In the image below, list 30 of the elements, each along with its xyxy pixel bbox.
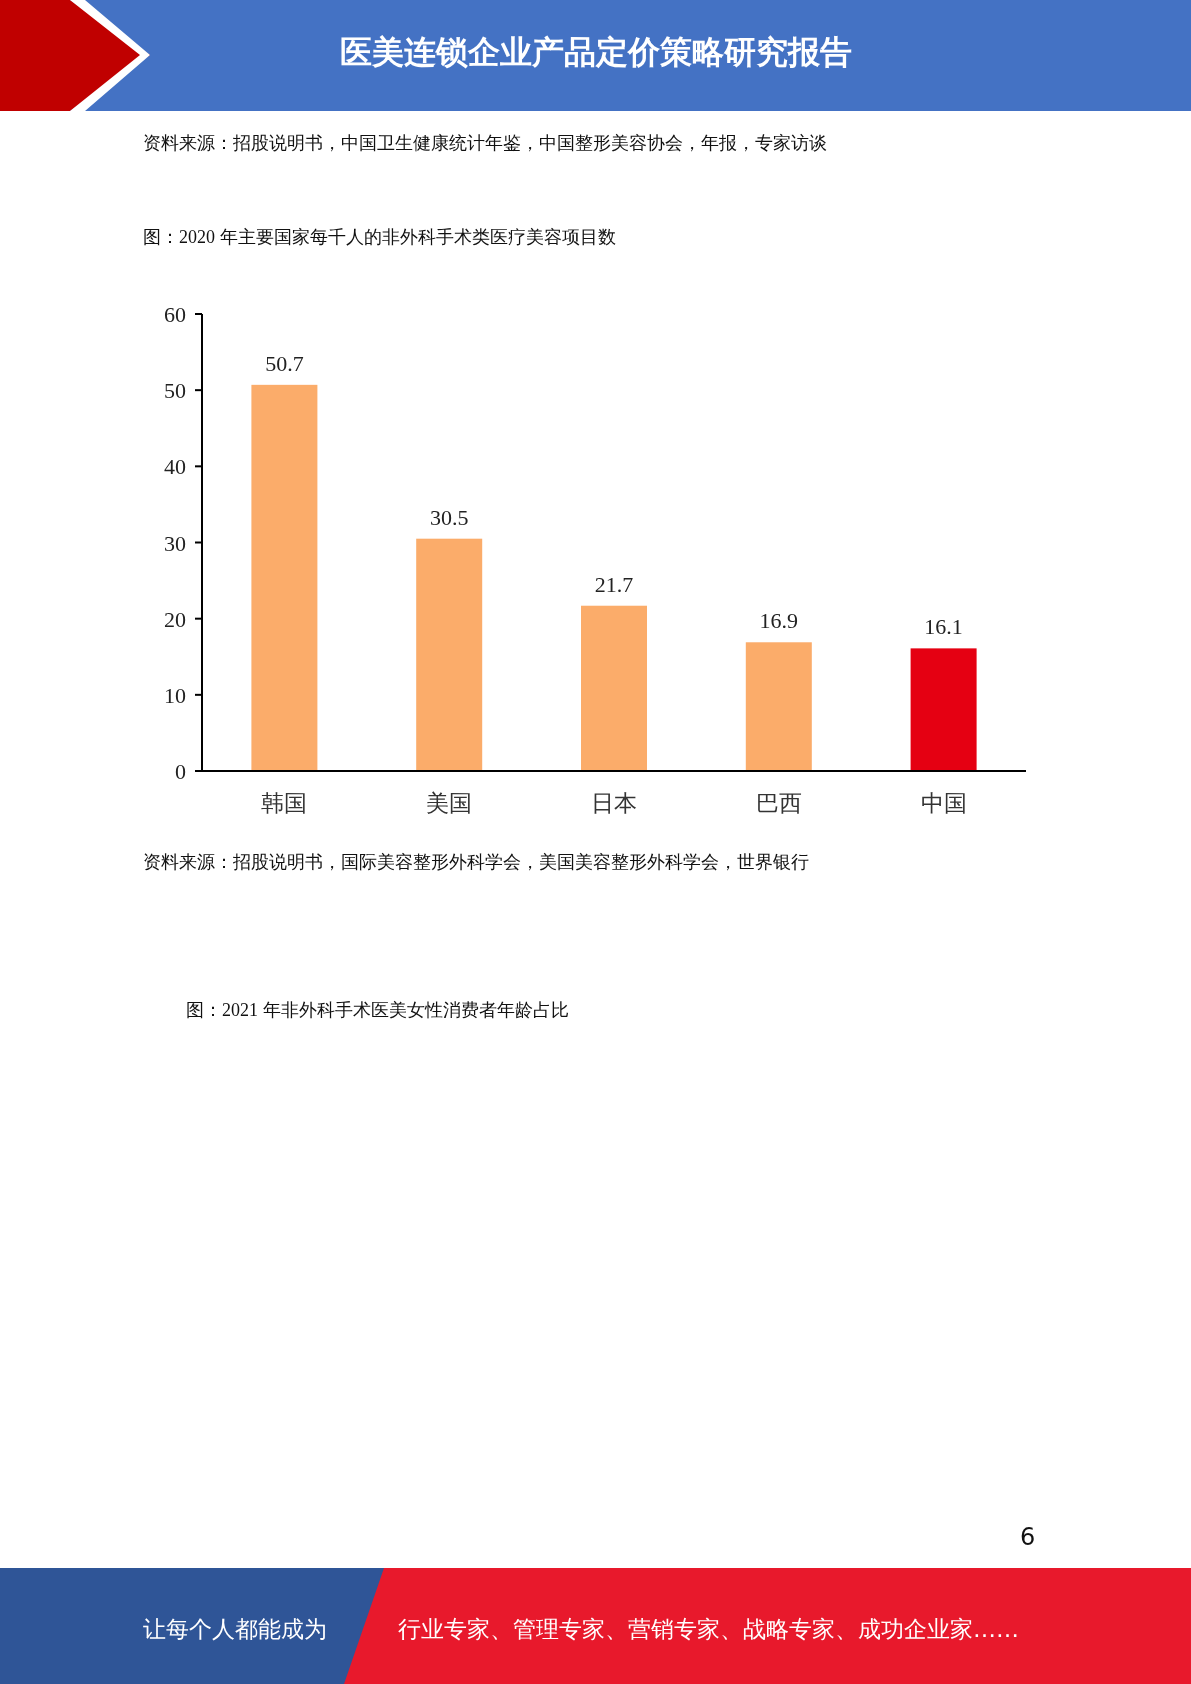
y-tick-label: 0 (175, 759, 186, 784)
x-tick-label: 日本 (591, 790, 637, 816)
y-tick-label: 60 (164, 302, 186, 327)
bar (416, 538, 483, 771)
text: 医美连锁企业产品定价策略研究报告 (338, 32, 853, 73)
bar (745, 642, 812, 771)
y-tick-label: 40 (164, 454, 186, 480)
data-label: 50.7 (265, 350, 304, 376)
data-label: 21.7 (594, 571, 634, 597)
x-tick-label: 巴西 (755, 790, 802, 816)
text: 图：2021 年非外科手术医美女性消费者年龄占比 (186, 999, 570, 1022)
text: 让每个人都能成为 (143, 1615, 328, 1644)
y-tick-label: 10 (164, 682, 186, 708)
y-tick-label: 50 (164, 378, 186, 404)
x-tick-label: 韩国 (261, 790, 308, 816)
bar (251, 384, 318, 771)
bar (581, 605, 647, 771)
data-label: 16.1 (924, 614, 963, 640)
y-tick-label: 20 (164, 606, 186, 632)
text: 资料来源：招股说明书，国际美容整形外科学会，美国美容整形外科学会，世界银行 (143, 851, 810, 874)
y-tick-label: 30 (164, 530, 186, 556)
data-label: 16.9 (759, 608, 799, 634)
data-label: 30.5 (429, 504, 469, 530)
x-tick-label: 美国 (426, 790, 473, 816)
text: 资料来源：招股说明书，中国卫生健康统计年鉴，中国整形美容协会，年报，专家访谈 (143, 132, 828, 155)
text: 6 (1020, 1522, 1037, 1553)
bar (910, 648, 977, 771)
chart-title: 图：2020 年主要国家每千人的非外科手术类医疗美容项目数 (143, 226, 617, 249)
text: 行业专家、管理专家、营销专家、战略专家、成功企业家…… (398, 1615, 1020, 1644)
x-tick-label: 中国 (920, 790, 967, 816)
